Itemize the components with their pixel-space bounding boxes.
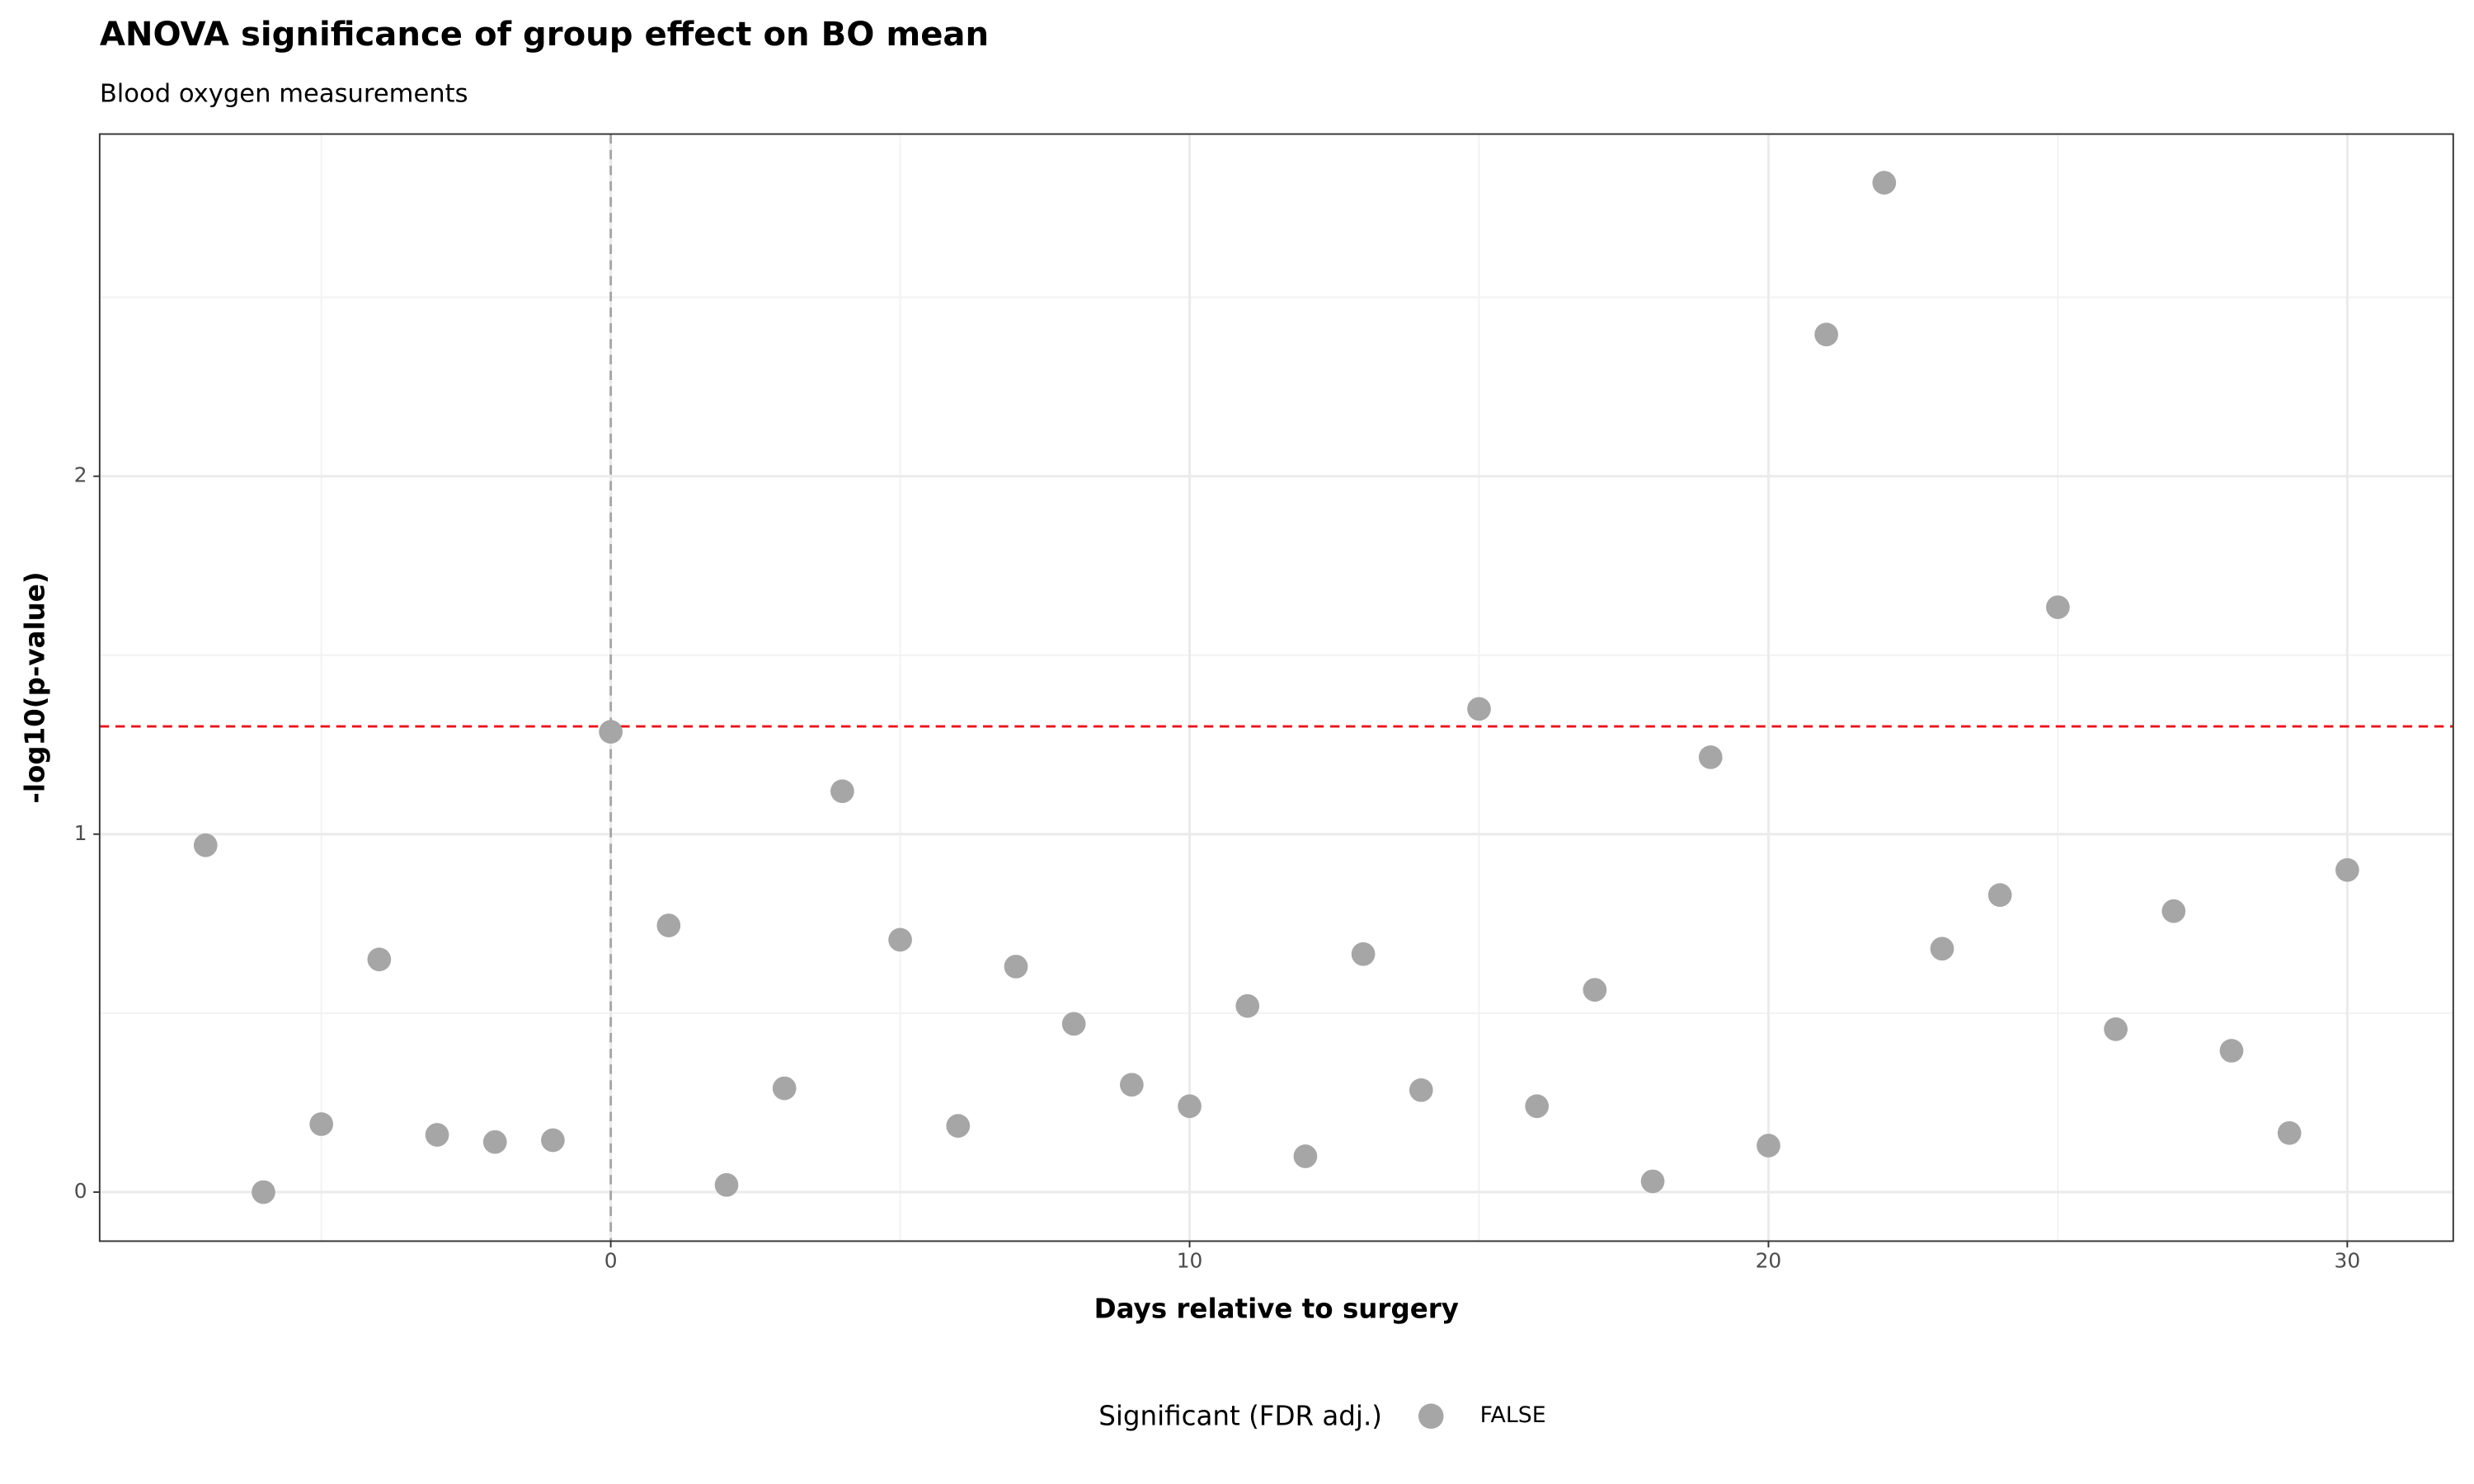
point bbox=[425, 1123, 449, 1147]
point bbox=[367, 947, 392, 972]
point bbox=[309, 1112, 334, 1136]
point bbox=[1698, 745, 1723, 769]
point bbox=[1525, 1094, 1550, 1119]
y-axis-label: -log10(p-value) bbox=[19, 571, 50, 803]
point bbox=[1640, 1169, 1665, 1194]
point bbox=[1293, 1144, 1318, 1168]
point bbox=[541, 1128, 565, 1153]
point bbox=[2335, 857, 2359, 882]
point bbox=[888, 928, 912, 952]
point bbox=[1757, 1134, 1780, 1158]
point bbox=[656, 913, 681, 937]
point bbox=[714, 1172, 739, 1197]
point bbox=[1467, 697, 1491, 721]
point bbox=[830, 779, 854, 804]
point bbox=[946, 1114, 971, 1138]
point bbox=[1814, 322, 1838, 347]
point bbox=[1178, 1094, 1202, 1119]
point bbox=[1987, 883, 2012, 907]
point bbox=[1583, 978, 1607, 1002]
x-tick-label: 20 bbox=[1756, 1248, 1782, 1272]
point bbox=[1930, 937, 1954, 961]
point bbox=[1119, 1073, 1144, 1097]
legend-key bbox=[1418, 1403, 1444, 1430]
chart-title: ANOVA significance of group effect on BO… bbox=[100, 16, 989, 54]
x-tick-label: 30 bbox=[2335, 1248, 2361, 1272]
point bbox=[2161, 899, 2186, 923]
y-tick-label: 1 bbox=[74, 821, 87, 845]
x-axis-label: Days relative to surgery bbox=[1094, 1294, 1459, 1325]
chart-subtitle: Blood oxygen measurements bbox=[100, 79, 468, 108]
point bbox=[2219, 1039, 2244, 1063]
point bbox=[2277, 1120, 2302, 1145]
point bbox=[1409, 1078, 1433, 1102]
point bbox=[1351, 942, 1376, 966]
point bbox=[1061, 1012, 1086, 1036]
y-tick-label: 2 bbox=[74, 463, 87, 487]
point bbox=[599, 720, 623, 744]
x-tick-label: 10 bbox=[1177, 1248, 1203, 1272]
point bbox=[1872, 171, 1897, 195]
point bbox=[1235, 993, 1260, 1018]
y-tick-label: 0 bbox=[74, 1179, 87, 1203]
legend-title: Significant (FDR adj.) bbox=[1098, 1401, 1382, 1432]
point bbox=[1004, 955, 1028, 979]
point bbox=[193, 833, 218, 857]
point bbox=[2046, 595, 2070, 619]
point bbox=[2104, 1017, 2128, 1041]
legend-label: FALSE bbox=[1480, 1402, 1546, 1428]
point bbox=[252, 1180, 275, 1205]
panel-border bbox=[98, 133, 2454, 1242]
x-tick-label: 0 bbox=[604, 1248, 618, 1272]
point bbox=[482, 1129, 507, 1154]
point bbox=[772, 1076, 797, 1101]
